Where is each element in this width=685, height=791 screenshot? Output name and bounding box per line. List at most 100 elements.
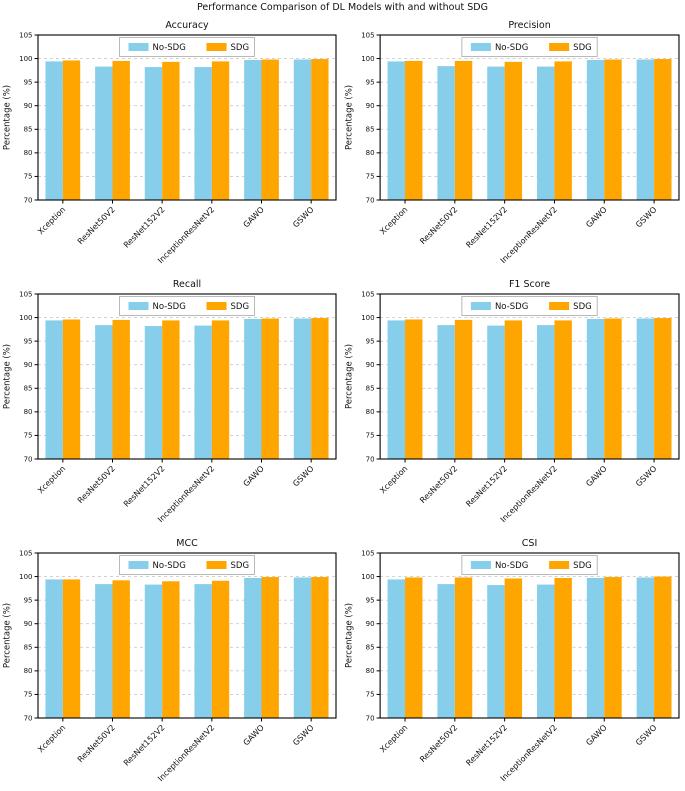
x-tick-label: ResNet50V2 <box>76 464 117 505</box>
bar-no-sdg-1 <box>437 584 455 718</box>
bar-no-sdg-4 <box>586 577 605 718</box>
y-tick-label: 95 <box>24 337 33 345</box>
x-tick-label: GAWO <box>242 205 266 229</box>
bar-no-sdg-0 <box>45 61 63 201</box>
x-tick-label: GSWO <box>291 464 315 488</box>
legend-label-no-sdg: No-SDG <box>153 302 186 312</box>
bar-sdg-3 <box>211 320 230 459</box>
x-tick-label: InceptionResNetV2 <box>156 205 216 265</box>
bar-chart-svg: 70 75 80 85 90 95 100 105 Xception ResNet50V2 ResN… <box>345 538 680 783</box>
y-tick-label: 105 <box>19 31 32 39</box>
x-tick-label: GSWO <box>634 205 658 229</box>
y-tick-label: 85 <box>366 384 375 393</box>
y-tick-label: 80 <box>24 149 33 157</box>
x-tick-label: InceptionResNetV2 <box>156 464 216 524</box>
bar-sdg-3 <box>554 320 572 459</box>
y-tick-label: 100 <box>361 54 374 63</box>
bar-sdg-3 <box>554 577 572 718</box>
bar-sdg-2 <box>162 581 180 718</box>
y-tick-label: 85 <box>366 125 375 134</box>
legend-swatch-no-sdg <box>470 561 491 569</box>
bar-sdg-4 <box>604 577 622 718</box>
legend-box <box>119 296 255 316</box>
bar-sdg-5 <box>654 318 672 459</box>
legend-swatch-sdg <box>549 561 570 569</box>
y-tick-label: 90 <box>366 101 375 110</box>
chart-precision: 70 75 80 85 90 95 100 105 Xception ResNet50V2 ResN… <box>342 15 685 274</box>
bar-no-sdg-4 <box>244 59 262 200</box>
bar-no-sdg-2 <box>144 326 163 459</box>
legend-swatch-sdg <box>549 302 570 310</box>
chart-accuracy: 70 75 80 85 90 95 100 105 Xception ResNet50V2 ResN… <box>0 15 342 274</box>
y-tick-label: 70 <box>366 195 375 204</box>
y-tick-label: 100 <box>19 314 32 322</box>
legend-label-no-sdg: No-SDG <box>495 561 528 571</box>
y-axis-label: Percentage (%) <box>345 344 355 409</box>
legend-swatch-sdg <box>206 43 227 51</box>
bar-sdg-5 <box>654 59 672 200</box>
x-tick-label: GAWO <box>584 205 608 229</box>
plot-border <box>379 552 680 719</box>
x-tick-label: GAWO <box>242 723 266 747</box>
bar-sdg-5 <box>311 577 329 718</box>
chart-title: Recall <box>173 279 201 290</box>
y-tick-label: 75 <box>366 690 375 699</box>
y-tick-label: 70 <box>24 714 33 722</box>
legend-box <box>461 296 598 316</box>
legend-label-sdg: SDG <box>573 43 592 53</box>
legend: No-SDG SDG <box>461 555 598 575</box>
chart-recall: 70 75 80 85 90 95 100 105 Xception ResNet50V2 ResN… <box>0 274 342 533</box>
bar-no-sdg-0 <box>45 579 63 718</box>
x-tick-label: ResNet50V2 <box>418 205 459 246</box>
y-tick-label: 80 <box>366 148 375 157</box>
legend-swatch-sdg <box>549 43 570 51</box>
chart-csi: 70 75 80 85 90 95 100 105 Xception ResNet50V2 ResN… <box>342 533 685 791</box>
x-tick-label: GAWO <box>584 464 608 488</box>
legend-label-no-sdg: No-SDG <box>495 43 528 53</box>
y-tick-label: 75 <box>24 691 33 699</box>
chart-f1-score: 70 75 80 85 90 95 100 105 Xception ResNet50V2 ResN… <box>342 274 685 533</box>
charts-grid: 70 75 80 85 90 95 100 105 Xception ResNet50V2 ResN… <box>0 15 685 791</box>
y-tick-label: 75 <box>24 173 33 181</box>
y-axis-label: Percentage (%) <box>3 85 13 150</box>
chart-title: CSI <box>522 538 537 549</box>
y-tick-label: 70 <box>24 196 33 204</box>
legend-swatch-sdg <box>206 302 227 310</box>
x-tick-label: GSWO <box>634 464 658 488</box>
y-tick-label: 85 <box>366 643 375 652</box>
bar-no-sdg-0 <box>45 320 63 459</box>
bar-sdg-4 <box>604 59 622 201</box>
bar-sdg-4 <box>261 577 279 718</box>
y-tick-label: 90 <box>24 102 33 110</box>
plot-border <box>379 293 680 460</box>
bar-sdg-5 <box>311 59 329 200</box>
y-axis-label: Percentage (%) <box>345 603 355 668</box>
x-tick-label: Xception <box>36 205 67 236</box>
y-tick-label: 105 <box>19 290 32 298</box>
legend-swatch-no-sdg <box>128 561 149 569</box>
y-tick-label: 95 <box>24 78 33 86</box>
bar-sdg-1 <box>454 319 473 459</box>
legend: No-SDG SDG <box>119 555 255 575</box>
y-tick-label: 85 <box>24 644 33 652</box>
legend-swatch-no-sdg <box>128 302 149 310</box>
bar-sdg-3 <box>211 580 230 718</box>
bar-no-sdg-1 <box>437 325 455 459</box>
y-axis-label: Percentage (%) <box>345 85 355 150</box>
bar-sdg-4 <box>261 59 279 201</box>
bar-no-sdg-2 <box>144 584 163 718</box>
x-tick-label: ResNet50V2 <box>76 723 117 764</box>
bar-no-sdg-4 <box>586 59 605 200</box>
bar-sdg-0 <box>62 60 81 201</box>
bar-chart-svg: 70 75 80 85 90 95 100 105 Xception ResNet50V2 ResN… <box>345 279 680 524</box>
x-tick-label: ResNet50V2 <box>418 464 459 505</box>
chart-mcc: 70 75 80 85 90 95 100 105 Xception ResNet50V2 ResN… <box>0 533 342 791</box>
legend-label-sdg: SDG <box>231 561 250 571</box>
chart-title: Accuracy <box>165 20 209 31</box>
bar-no-sdg-1 <box>95 325 113 459</box>
y-tick-label: 95 <box>366 77 375 86</box>
x-tick-label: GAWO <box>584 723 608 747</box>
y-tick-label: 80 <box>24 667 33 675</box>
bar-no-sdg-1 <box>437 66 455 200</box>
bar-sdg-2 <box>162 320 180 459</box>
